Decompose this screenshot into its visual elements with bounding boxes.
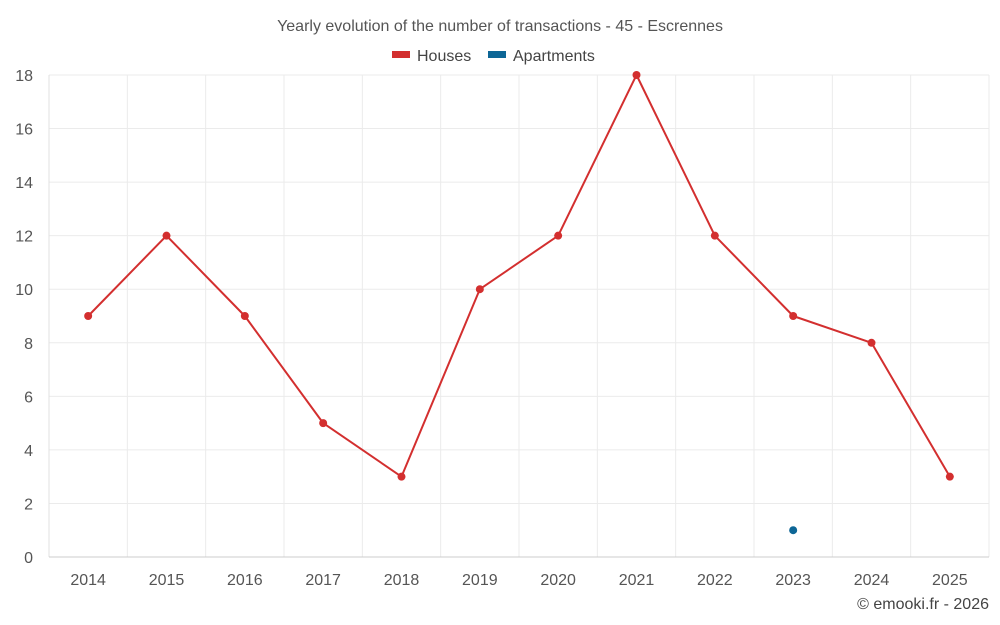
series-line-houses xyxy=(87,74,951,478)
data-point-houses xyxy=(240,312,249,320)
credit-text: © emooki.fr - 2026 xyxy=(857,596,989,613)
y-tick-label: 6 xyxy=(24,389,33,406)
x-tick-label: 2022 xyxy=(697,572,733,589)
y-tick-label: 16 xyxy=(15,122,33,139)
legend-label-apartments: Apartments xyxy=(513,48,595,65)
legend-swatch-houses xyxy=(392,51,410,58)
legend: Houses Apartments xyxy=(392,48,595,65)
x-tick-label: 2018 xyxy=(384,572,420,589)
axes xyxy=(48,75,989,558)
data-point-houses xyxy=(397,472,406,481)
y-axis-ticks: 0 2 4 6 8 10 12 14 16 18 xyxy=(15,68,33,567)
data-point-apartments xyxy=(789,526,798,535)
series-layer xyxy=(84,71,954,535)
data-point-houses xyxy=(789,312,798,320)
data-point-houses xyxy=(162,231,171,240)
y-tick-label: 10 xyxy=(15,282,33,299)
x-tick-label: 2017 xyxy=(305,572,341,589)
x-tick-label: 2024 xyxy=(854,572,890,589)
x-axis-ticks: 2014 2015 2016 2017 2018 2019 2020 2021 2022 2023… xyxy=(70,572,967,589)
x-tick-label: 2016 xyxy=(227,572,263,589)
x-tick-label: 2021 xyxy=(619,572,655,589)
x-tick-label: 2023 xyxy=(775,572,811,589)
chart-title: Yearly evolution of the number of transa… xyxy=(277,18,723,35)
x-tick-label: 2020 xyxy=(540,572,576,589)
y-tick-label: 0 xyxy=(24,550,33,567)
grid xyxy=(49,74,990,557)
x-tick-label: 2019 xyxy=(462,572,498,589)
data-point-houses xyxy=(945,472,954,481)
data-point-houses xyxy=(319,419,328,428)
legend-label-houses: Houses xyxy=(417,48,471,65)
y-tick-label: 8 xyxy=(24,336,33,353)
data-point-houses xyxy=(84,312,93,320)
data-point-houses xyxy=(710,231,719,240)
y-tick-label: 14 xyxy=(15,175,33,192)
data-point-houses xyxy=(475,285,484,294)
y-tick-label: 18 xyxy=(15,68,33,85)
y-tick-label: 4 xyxy=(24,443,33,460)
legend-swatch-apartments xyxy=(488,51,506,58)
data-point-houses xyxy=(554,231,563,240)
x-tick-label: 2025 xyxy=(932,572,968,589)
series-houses xyxy=(84,71,954,481)
y-tick-label: 12 xyxy=(15,229,33,246)
data-point-houses xyxy=(632,71,641,79)
legend-item-houses[interactable]: Houses xyxy=(392,48,471,65)
x-tick-label: 2015 xyxy=(149,572,185,589)
series-apartments xyxy=(789,526,798,535)
x-tick-label: 2014 xyxy=(70,572,106,589)
legend-item-apartments[interactable]: Apartments xyxy=(488,48,595,65)
y-tick-label: 2 xyxy=(24,496,33,513)
data-point-houses xyxy=(867,338,876,347)
